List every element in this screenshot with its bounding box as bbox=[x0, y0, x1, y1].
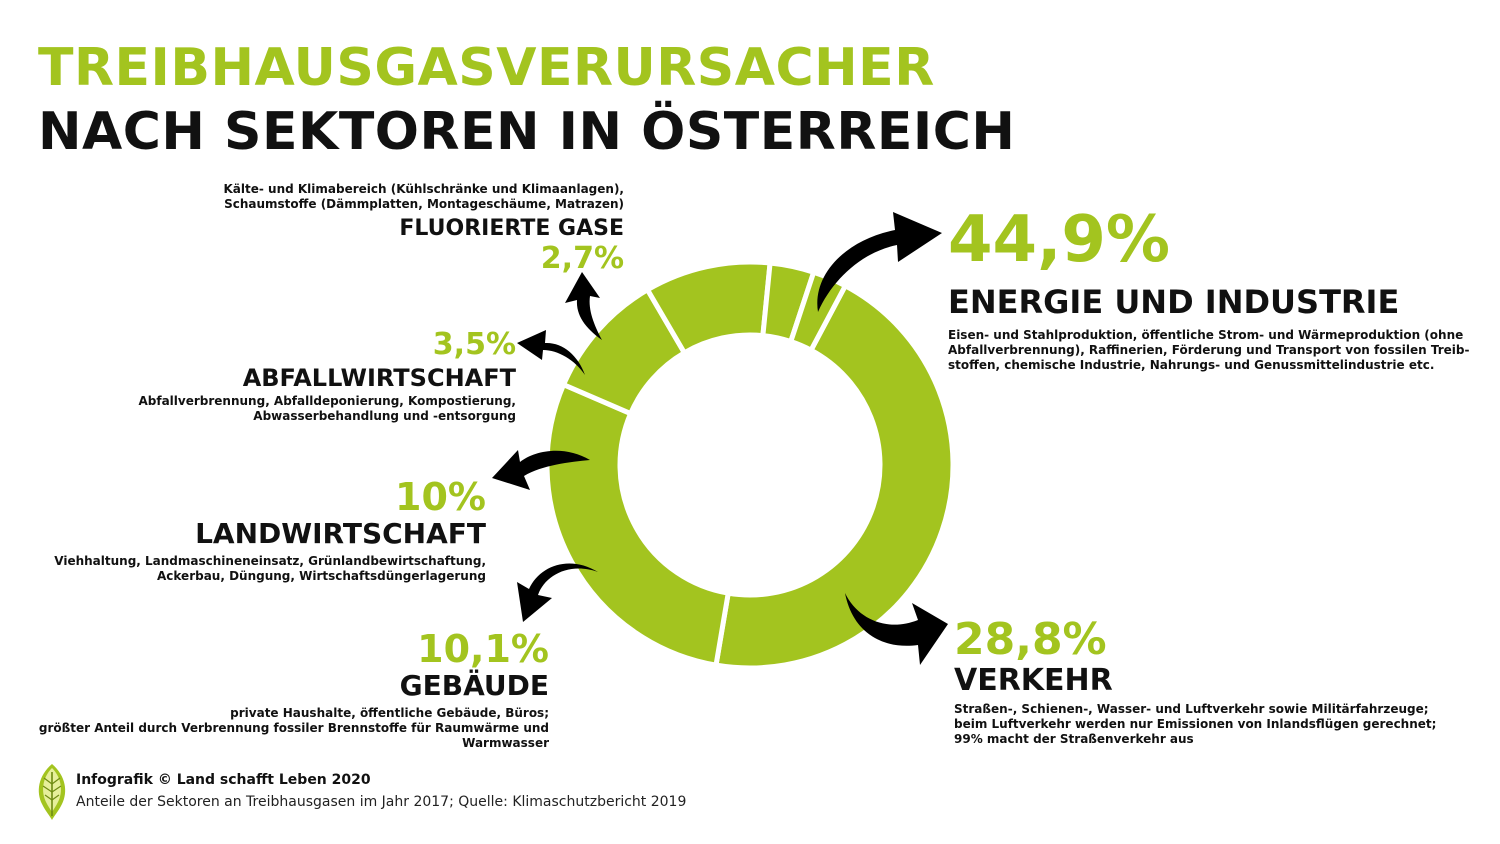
fluor-block: Kälte- und Klimabereich (Kühlschränke un… bbox=[223, 182, 624, 274]
abfall-name: ABFALLWIRTSCHAFT bbox=[242, 364, 516, 392]
arrow-landwirtschaft-icon bbox=[492, 450, 590, 490]
fluor-desc: Kälte- und Klimabereich (Kühlschränke un… bbox=[223, 182, 624, 211]
energie-desc: Eisen- und Stahlproduktion, öffentliche … bbox=[948, 328, 1470, 372]
arrow-fluor-icon bbox=[565, 272, 602, 340]
gebaeude-name: GEBÄUDE bbox=[399, 669, 549, 702]
arrow-gebaeude-icon bbox=[517, 563, 598, 622]
abfall-desc: Abfallverbrennung, Abfalldeponierung, Ko… bbox=[138, 394, 516, 423]
verkehr-desc: Straßen-, Schienen-, Wasser- und Luftver… bbox=[954, 702, 1437, 746]
leaf-logo-icon bbox=[38, 764, 66, 820]
arrow-abfall-icon bbox=[517, 330, 585, 375]
gebaeude-desc: private Haushalte, öffentliche Gebäude, … bbox=[38, 706, 549, 750]
energie-name: ENERGIE UND INDUSTRIE bbox=[948, 283, 1400, 321]
arrow-verkehr-icon bbox=[845, 593, 948, 665]
fluor-name: FLUORIERTE GASE bbox=[399, 216, 624, 241]
gebaeude-percent: 10,1% bbox=[417, 627, 549, 671]
abfall-block: 3,5% ABFALLWIRTSCHAFT Abfallverbrennung,… bbox=[138, 330, 516, 424]
slice-verkehr bbox=[544, 381, 732, 669]
verkehr-block: 28,8% VERKEHR Straßen-, Schienen-, Wasse… bbox=[954, 618, 1436, 747]
landwirtschaft-name: LANDWIRTSCHAFT bbox=[195, 517, 486, 550]
landwirtschaft-block: 10% LANDWIRTSCHAFT Viehhaltung, Landmasc… bbox=[54, 478, 486, 584]
landwirtschaft-desc: Viehhaltung, Landmaschineneinsatz, Grünl… bbox=[54, 554, 486, 583]
fluor-percent: 2,7% bbox=[540, 241, 624, 276]
landwirtschaft-percent: 10% bbox=[395, 475, 486, 519]
slice-energie bbox=[713, 282, 956, 671]
title-line-2: NACH SEKTOREN IN ÖSTERREICH bbox=[38, 102, 1016, 162]
energie-percent: 44,9% bbox=[948, 203, 1171, 277]
energie-block: 44,9% ENERGIE UND INDUSTRIE Eisen- und S… bbox=[948, 208, 1469, 373]
title-line-1: TREIBHAUSGASVERURSACHER bbox=[38, 38, 935, 98]
footer-credit: Infografik © Land schafft Leben 2020 bbox=[76, 772, 371, 788]
arrow-energie-icon bbox=[817, 212, 942, 312]
verkehr-percent: 28,8% bbox=[954, 614, 1107, 665]
verkehr-name: VERKEHR bbox=[954, 663, 1113, 698]
footer-source: Anteile der Sektoren an Treibhausgasen i… bbox=[76, 794, 687, 810]
gebaeude-block: 10,1% GEBÄUDE private Haushalte, öffentl… bbox=[39, 630, 549, 751]
abfall-percent: 3,5% bbox=[432, 327, 516, 362]
arrows-group bbox=[492, 212, 948, 665]
